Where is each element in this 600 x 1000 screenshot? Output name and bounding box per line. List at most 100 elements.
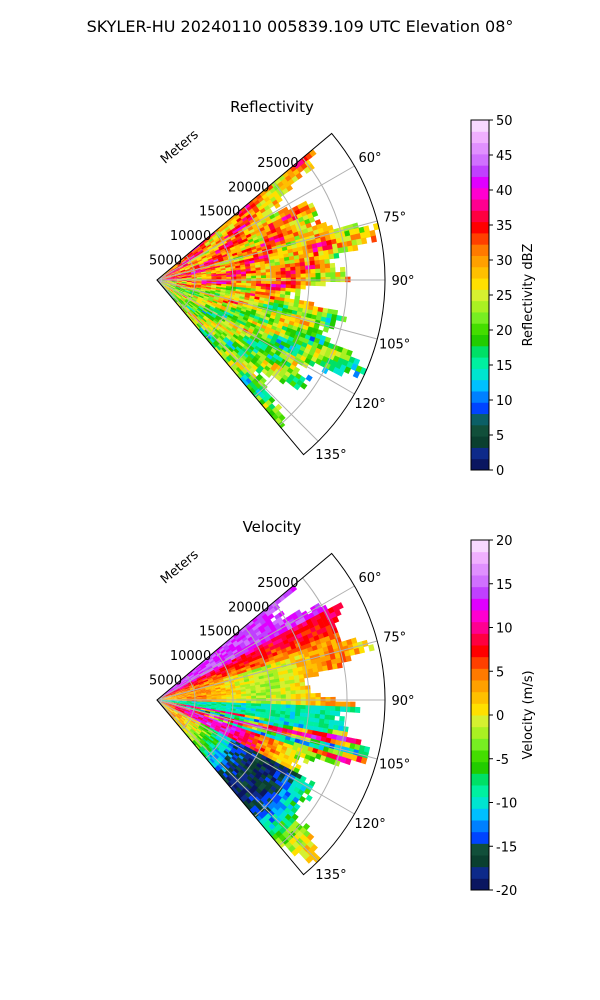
- data-cell: [187, 715, 193, 719]
- data-cell: [196, 676, 202, 681]
- data-cell: [212, 257, 219, 261]
- data-cell: [197, 260, 204, 264]
- data-cell: [300, 265, 306, 271]
- data-cell: [263, 749, 270, 755]
- data-cell: [221, 283, 227, 287]
- data-cell: [317, 246, 324, 253]
- data-cell: [166, 273, 172, 277]
- data-cell: [195, 689, 201, 693]
- data-cell: [221, 642, 228, 648]
- data-cell: [270, 776, 278, 783]
- data-cell: [248, 353, 255, 360]
- data-cell: [166, 698, 173, 700]
- data-cell: [308, 230, 315, 237]
- data-cell: [300, 693, 306, 698]
- data-cell: [237, 660, 244, 665]
- data-cell: [184, 675, 189, 680]
- data-cell: [260, 649, 267, 655]
- data-cell: [185, 677, 191, 682]
- data-cell: [216, 277, 222, 280]
- data-cell: [195, 729, 202, 734]
- data-cell: [176, 701, 182, 703]
- data-cell: [170, 272, 176, 276]
- data-cell: [252, 625, 259, 632]
- data-cell: [269, 748, 276, 754]
- data-cell: [266, 353, 273, 361]
- data-cell: [181, 723, 187, 728]
- data-cell: [172, 711, 178, 715]
- grid-spoke: [156, 699, 355, 815]
- data-cell: [252, 205, 259, 212]
- data-cell: [279, 340, 287, 347]
- data-cell: [315, 277, 321, 282]
- data-cell: [170, 714, 175, 719]
- data-cell: [318, 745, 325, 752]
- data-cell: [292, 671, 299, 677]
- data-cell: [204, 686, 211, 689]
- data-cell: [195, 310, 201, 315]
- colorbar-segment: [471, 221, 489, 234]
- data-cell: [205, 242, 211, 247]
- data-cell: [345, 655, 352, 662]
- data-cell: [233, 732, 240, 738]
- data-cell: [174, 288, 180, 292]
- data-cell: [220, 250, 227, 255]
- colorbar-tick-label: 25: [496, 289, 513, 304]
- colorbar-segment: [471, 323, 489, 336]
- data-cell: [236, 792, 243, 800]
- data-cell: [191, 277, 197, 279]
- data-cell: [189, 266, 195, 269]
- data-cell: [249, 243, 256, 248]
- data-cell: [209, 757, 215, 764]
- data-cell: [294, 258, 300, 264]
- data-cell: [226, 692, 232, 696]
- grid-ring: [205, 230, 234, 339]
- data-cell: [243, 228, 250, 234]
- data-cell: [247, 646, 254, 652]
- data-cell: [191, 703, 197, 706]
- data-cell: [296, 242, 303, 249]
- data-cell: [161, 281, 167, 284]
- data-cell: [214, 316, 221, 322]
- data-cell: [289, 679, 296, 685]
- data-cell: [293, 722, 300, 728]
- data-cell: [225, 250, 232, 255]
- data-cell: [170, 284, 177, 287]
- data-cell: [198, 249, 204, 254]
- data-cell: [236, 637, 243, 643]
- data-cell: [185, 718, 191, 723]
- data-cell: [177, 712, 183, 716]
- data-cell: [293, 302, 300, 308]
- colorbar-segment: [471, 289, 489, 302]
- data-cell: [200, 739, 206, 744]
- data-cell: [313, 722, 320, 728]
- data-cell: [191, 257, 197, 262]
- data-cell: [166, 278, 173, 280]
- data-cell: [247, 658, 254, 664]
- data-cell: [204, 670, 210, 675]
- data-cell: [204, 725, 210, 730]
- data-cell: [204, 329, 210, 335]
- data-cell: [197, 678, 203, 683]
- data-cell: [324, 235, 332, 242]
- data-cell: [341, 640, 348, 648]
- data-cell: [240, 707, 247, 711]
- data-cell: [345, 701, 351, 708]
- data-cell: [172, 264, 178, 269]
- data-cell: [218, 235, 225, 241]
- data-cell: [165, 284, 171, 288]
- data-cell: [189, 253, 195, 258]
- data-cell: [338, 720, 345, 727]
- data-cell: [161, 280, 168, 282]
- data-cell: [231, 327, 238, 333]
- data-cell: [215, 250, 221, 255]
- data-cell: [175, 705, 181, 709]
- data-cell: [190, 706, 197, 709]
- data-cell: [194, 673, 200, 678]
- data-cell: [235, 687, 241, 691]
- data-cell: [325, 705, 331, 712]
- data-cell: [253, 757, 260, 764]
- data-cell: [228, 651, 234, 657]
- data-cell: [260, 218, 267, 225]
- colorbar-segment: [471, 703, 489, 716]
